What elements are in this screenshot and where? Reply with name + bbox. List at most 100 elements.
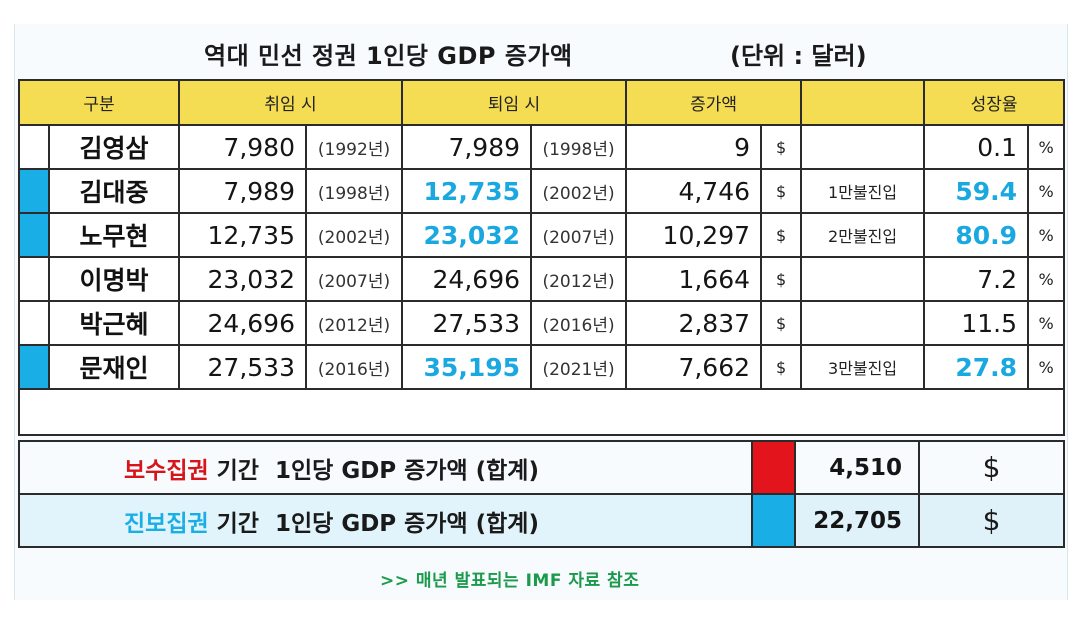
start-year: (1998년) bbox=[304, 168, 404, 214]
summary-row: 보수집권 기간 1인당 GDP 증가액 (합계) 4,510 $ bbox=[18, 440, 1065, 495]
start-year: (1992년) bbox=[304, 124, 404, 170]
increase-amount: 4,746 bbox=[625, 168, 763, 214]
percent-sign: % bbox=[1027, 168, 1066, 214]
start-gdp: 7,989 bbox=[178, 168, 307, 214]
summary-label: 보수집권 기간 1인당 GDP 증가액 (합계) bbox=[18, 440, 753, 495]
summary-total: 4,510 bbox=[794, 440, 920, 495]
currency-sign: $ bbox=[760, 212, 803, 258]
end-gdp: 24,696 bbox=[401, 256, 533, 302]
header-increase: 증가액 bbox=[625, 79, 803, 126]
start-year: (2012년) bbox=[304, 300, 404, 346]
start-gdp: 23,032 bbox=[178, 256, 307, 302]
end-year: (2021년) bbox=[530, 344, 628, 390]
summary-row: 진보집권 기간 1인당 GDP 증가액 (합계) 22,705 $ bbox=[18, 493, 1065, 548]
increase-amount: 2,837 bbox=[625, 300, 763, 346]
increase-amount: 7,662 bbox=[625, 344, 763, 390]
header-milestone bbox=[800, 79, 926, 126]
end-gdp: 7,989 bbox=[401, 124, 533, 170]
growth-rate: 27.8 bbox=[923, 344, 1030, 390]
end-year: (2012년) bbox=[530, 256, 628, 302]
table-row: 문재인 27,533 (2016년) 35,195 (2021년) 7,662 $3만불진입… bbox=[18, 344, 1066, 390]
end-year: (1998년) bbox=[530, 124, 628, 170]
summary-total: 22,705 bbox=[794, 493, 920, 548]
president-name: 문재인 bbox=[48, 344, 180, 390]
milestone-note: 1만불진입 bbox=[800, 168, 926, 214]
growth-rate: 80.9 bbox=[923, 212, 1030, 258]
increase-amount: 10,297 bbox=[625, 212, 763, 258]
header-growth: 성장율 bbox=[923, 79, 1066, 126]
start-year: (2016년) bbox=[304, 344, 404, 390]
percent-sign: % bbox=[1027, 344, 1066, 390]
currency-sign: $ bbox=[760, 344, 803, 390]
start-gdp: 12,735 bbox=[178, 212, 307, 258]
summary-description: 기간 1인당 GDP 증가액 (합계) bbox=[208, 510, 539, 537]
milestone-note: 2만불진입 bbox=[800, 212, 926, 258]
president-name: 김영삼 bbox=[48, 124, 180, 170]
increase-amount: 1,664 bbox=[625, 256, 763, 302]
table-row: 박근혜 24,696 (2012년) 27,533 (2016년) 2,837 $11.5% bbox=[18, 300, 1066, 346]
percent-sign: % bbox=[1027, 212, 1066, 258]
spacer-row bbox=[17, 388, 1066, 436]
summary-camp-label: 진보집권 bbox=[124, 510, 209, 537]
percent-sign: % bbox=[1027, 124, 1066, 170]
president-name: 박근혜 bbox=[48, 300, 180, 346]
source-footnote: >> 매년 발표되는 IMF 자료 참조 bbox=[380, 571, 640, 591]
president-name: 이명박 bbox=[48, 256, 180, 302]
summary-currency: $ bbox=[918, 493, 1065, 548]
summary-table: 보수집권 기간 1인당 GDP 증가액 (합계) 4,510 $ 진보집권 기간 1인… bbox=[18, 440, 1065, 548]
milestone-note: 3만불진입 bbox=[800, 344, 926, 390]
gdp-table: 구분 취임 시 퇴임 시 증가액 성장율 김영삼 7,980 (1992년) 7,98… bbox=[17, 79, 1066, 436]
camp-flag bbox=[18, 300, 50, 346]
president-name: 김대중 bbox=[48, 168, 180, 214]
percent-sign: % bbox=[1027, 300, 1066, 346]
end-gdp: 35,195 bbox=[401, 344, 533, 390]
camp-flag bbox=[18, 256, 50, 302]
currency-sign: $ bbox=[760, 124, 803, 170]
end-year: (2016년) bbox=[530, 300, 628, 346]
summary-camp-label: 보수집권 bbox=[124, 457, 209, 484]
unit-note: (단위 : 달러) bbox=[730, 42, 867, 70]
title-row: 역대 민선 정권 1인당 GDP 증가액 (단위 : 달러) bbox=[14, 26, 1066, 78]
president-name: 노무현 bbox=[48, 212, 180, 258]
spacer-cell bbox=[17, 388, 1066, 436]
start-year: (2007년) bbox=[304, 256, 404, 302]
currency-sign: $ bbox=[760, 256, 803, 302]
start-year: (2002년) bbox=[304, 212, 404, 258]
end-gdp: 27,533 bbox=[401, 300, 533, 346]
start-gdp: 24,696 bbox=[178, 300, 307, 346]
camp-flag bbox=[18, 168, 50, 214]
end-year: (2007년) bbox=[530, 212, 628, 258]
page-title: 역대 민선 정권 1인당 GDP 증가액 bbox=[204, 42, 573, 70]
increase-amount: 9 bbox=[625, 124, 763, 170]
header-category: 구분 bbox=[18, 79, 180, 126]
end-gdp: 23,032 bbox=[401, 212, 533, 258]
summary-label: 진보집권 기간 1인당 GDP 증가액 (합계) bbox=[18, 493, 753, 548]
summary-currency: $ bbox=[918, 440, 1065, 495]
table-row: 노무현 12,735 (2002년) 23,032 (2007년) 10,297 $2만불진… bbox=[18, 212, 1066, 258]
growth-rate: 0.1 bbox=[923, 124, 1030, 170]
header-start: 취임 시 bbox=[177, 79, 404, 126]
table-row: 이명박 23,032 (2007년) 24,696 (2012년) 1,664 $7.2% bbox=[18, 256, 1066, 302]
milestone-note bbox=[800, 124, 926, 170]
camp-flag bbox=[18, 344, 50, 390]
currency-sign: $ bbox=[760, 168, 803, 214]
table-row: 김대중 7,989 (1998년) 12,735 (2002년) 4,746 $1만불진입 5… bbox=[18, 168, 1066, 214]
percent-sign: % bbox=[1027, 256, 1066, 302]
growth-rate: 11.5 bbox=[923, 300, 1030, 346]
camp-flag bbox=[18, 124, 50, 170]
start-gdp: 7,980 bbox=[178, 124, 307, 170]
header-end: 퇴임 시 bbox=[401, 79, 628, 126]
end-gdp: 12,735 bbox=[401, 168, 533, 214]
camp-flag bbox=[18, 212, 50, 258]
end-year: (2002년) bbox=[530, 168, 628, 214]
milestone-note bbox=[800, 300, 926, 346]
table-row: 김영삼 7,980 (1992년) 7,989 (1998년) 9 $0.1% bbox=[18, 124, 1066, 170]
table-header-row: 구분 취임 시 퇴임 시 증가액 성장율 bbox=[18, 79, 1066, 126]
start-gdp: 27,533 bbox=[178, 344, 307, 390]
currency-sign: $ bbox=[760, 300, 803, 346]
milestone-note bbox=[800, 256, 926, 302]
summary-camp-flag bbox=[751, 440, 796, 495]
summary-camp-flag bbox=[751, 493, 796, 548]
growth-rate: 7.2 bbox=[923, 256, 1030, 302]
